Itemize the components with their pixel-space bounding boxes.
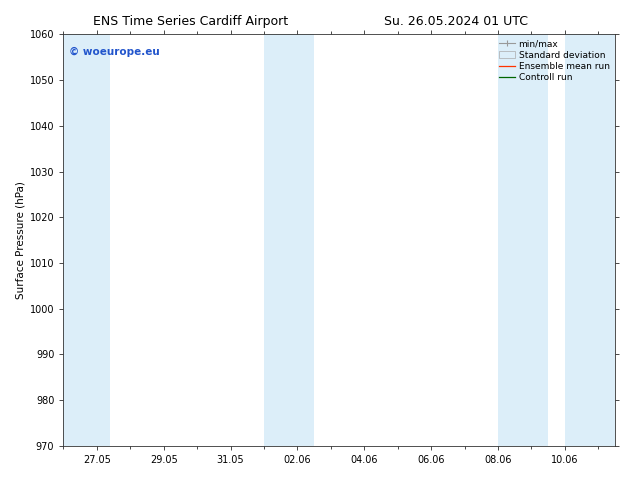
Text: © woeurope.eu: © woeurope.eu [69, 47, 160, 57]
Text: ENS Time Series Cardiff Airport: ENS Time Series Cardiff Airport [93, 15, 288, 28]
Legend: min/max, Standard deviation, Ensemble mean run, Controll run: min/max, Standard deviation, Ensemble me… [496, 37, 612, 85]
Bar [565, 34, 615, 446]
Y-axis label: Surface Pressure (hPa): Surface Pressure (hPa) [16, 181, 25, 299]
Bar [498, 34, 548, 446]
Bar [63, 34, 110, 446]
Bar [264, 34, 314, 446]
Text: Su. 26.05.2024 01 UTC: Su. 26.05.2024 01 UTC [384, 15, 529, 28]
